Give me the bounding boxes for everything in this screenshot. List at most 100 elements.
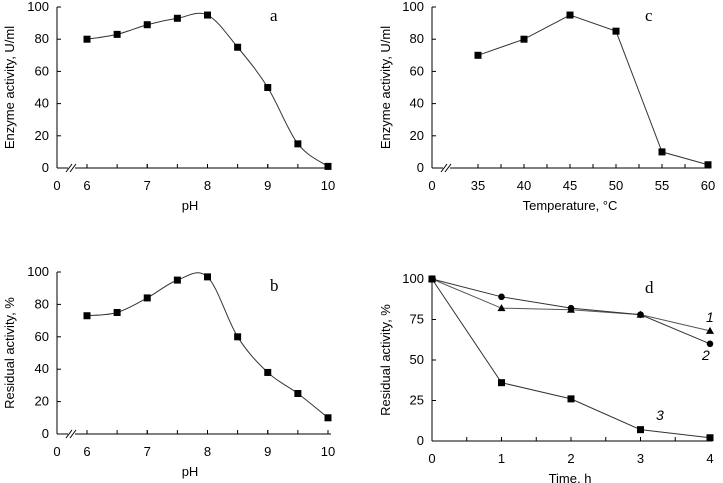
- data-point: [173, 276, 181, 284]
- data-point: [497, 304, 506, 312]
- x-tick-label: 6: [83, 178, 90, 193]
- data-point: [706, 340, 714, 348]
- x-tick-label: 35: [471, 178, 485, 193]
- x-tick-label: 3: [637, 451, 644, 466]
- axis-break-mark: [65, 429, 73, 439]
- x-tick-label: 60: [701, 178, 715, 193]
- x-tick-label: 40: [517, 178, 531, 193]
- axis-break: [68, 164, 75, 172]
- data-point: [498, 293, 505, 301]
- x-tick-label: 2: [567, 451, 574, 466]
- data-point: [204, 11, 211, 19]
- data-point: [143, 294, 151, 302]
- x-tick-label: 0: [53, 444, 60, 459]
- axis-break-mark: [65, 163, 73, 173]
- data-point: [612, 27, 620, 35]
- y-tick-label: 25: [410, 393, 424, 408]
- y-tick-label: 80: [410, 31, 424, 46]
- data-point: [264, 368, 272, 376]
- x-tick-label: 8: [204, 178, 211, 193]
- x-tick-label: 10: [321, 444, 335, 459]
- y-tick-label: 100: [27, 0, 49, 14]
- axis-break-mark: [440, 163, 448, 173]
- x-tick-label: 10: [321, 178, 335, 193]
- y-tick-label: 50: [410, 352, 424, 367]
- data-point: [498, 379, 505, 387]
- x-tick-label: 7: [144, 178, 151, 193]
- series-line: [86, 12, 329, 167]
- y-tick-label: 40: [410, 96, 424, 111]
- y-tick-label: 0: [417, 433, 424, 448]
- y-tick-label: 0: [42, 426, 49, 441]
- y-tick-label: 20: [35, 394, 49, 409]
- x-tick-label: 7: [144, 444, 151, 459]
- data-point: [294, 140, 302, 148]
- data-point: [428, 275, 436, 283]
- data-point: [264, 84, 272, 91]
- x-tick-label: 55: [655, 178, 669, 193]
- x-tick-label: 1: [498, 451, 505, 466]
- axis-break-mark: [69, 429, 77, 439]
- x-tick-label: 8: [204, 444, 211, 459]
- y-tick-label: 40: [35, 96, 49, 111]
- x-tick-label: 9: [264, 178, 271, 193]
- x-tick-label: 50: [609, 178, 623, 193]
- panel-letter: a: [270, 6, 278, 25]
- x-tick-label: 9: [264, 444, 271, 459]
- data-point: [324, 162, 332, 170]
- data-point: [704, 161, 712, 169]
- y-tick-label: 80: [35, 31, 49, 46]
- data-point: [204, 273, 211, 281]
- data-point: [294, 390, 302, 397]
- data-point: [566, 11, 574, 19]
- data-point: [474, 51, 482, 59]
- data-point: [83, 312, 91, 320]
- data-point: [113, 309, 121, 316]
- y-tick-label: 60: [410, 63, 424, 78]
- panel-letter: b: [270, 276, 279, 295]
- y-axis-label: Enzyme activity, U/ml: [378, 26, 393, 149]
- y-tick-label: 0: [42, 160, 49, 175]
- panel-letter: d: [645, 278, 654, 297]
- panel-a: 0 20 40 60 80 100 0 6 7 8 9 10 pH Enzyme activity, U/…: [2, 0, 335, 213]
- axis-break-mark: [69, 163, 77, 173]
- y-tick-label: 100: [402, 271, 424, 286]
- y-tick-label: 80: [35, 296, 49, 311]
- y-tick-label: 75: [410, 312, 424, 327]
- series-label: 3: [656, 407, 664, 423]
- series-line: [477, 14, 709, 166]
- axis-break: [443, 164, 450, 172]
- panel-c: 0 20 40 60 80 100 0 35 40 45 50 55 60 Temperature, °C…: [378, 0, 715, 213]
- y-tick-label: 60: [35, 329, 49, 344]
- data-point: [658, 148, 666, 156]
- y-tick-label: 100: [27, 264, 49, 279]
- x-axis-label: Temperature, °C: [523, 198, 618, 213]
- y-tick-label: 20: [35, 128, 49, 143]
- data-point: [113, 30, 121, 38]
- data-point: [567, 304, 575, 312]
- data-point: [173, 14, 181, 22]
- axis-break-mark: [444, 163, 452, 173]
- x-tick-label: 45: [563, 178, 577, 193]
- series-line: [431, 278, 711, 439]
- y-axis-label: Residual activity, %: [2, 297, 17, 409]
- y-tick-label: 20: [410, 128, 424, 143]
- y-axis-label: Enzyme activity, U/ml: [2, 26, 17, 149]
- x-tick-label: 6: [83, 444, 90, 459]
- x-axis-label: pH: [182, 464, 199, 479]
- data-point: [234, 333, 242, 341]
- y-axis-label: Residual activity, %: [378, 304, 393, 416]
- series-label: 2: [701, 347, 710, 363]
- series-line: [86, 272, 329, 419]
- data-point: [706, 434, 714, 442]
- x-tick-label: 0: [428, 451, 435, 466]
- axis-break: [68, 430, 75, 438]
- y-tick-label: 100: [402, 0, 424, 14]
- panel-d: 0 25 50 75 100 0 1 2 3 4 Time, h Residual activity,…: [378, 271, 714, 483]
- y-tick-label: 0: [417, 160, 424, 175]
- data-point: [83, 35, 91, 43]
- x-axis-label: Time, h: [549, 471, 592, 483]
- data-point: [324, 414, 332, 422]
- x-tick-label: 4: [706, 451, 713, 466]
